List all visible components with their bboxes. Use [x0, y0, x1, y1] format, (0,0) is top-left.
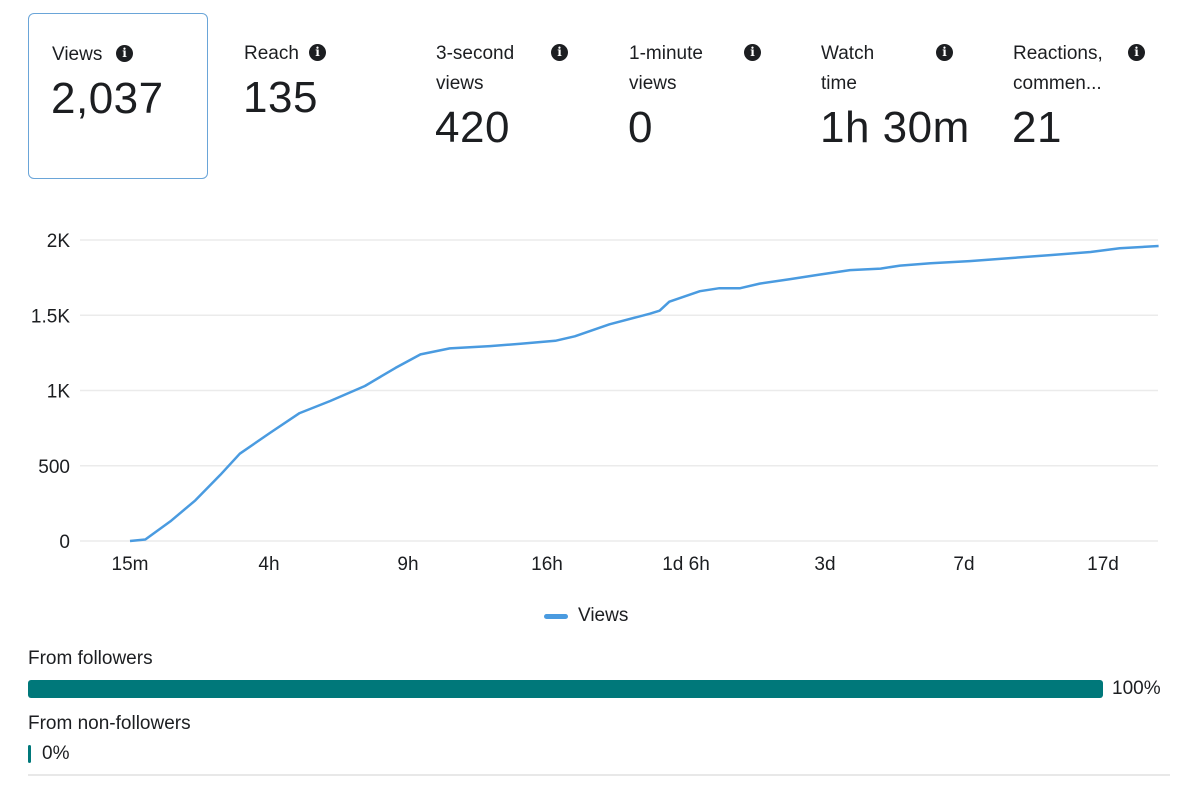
- info-icon[interactable]: i: [309, 44, 326, 61]
- metric-reactions[interactable]: Reactions, commen... i 21: [991, 13, 1171, 179]
- non-followers-percent: 0%: [42, 743, 70, 764]
- x-tick-label: 17d: [1087, 554, 1119, 575]
- metric-reach[interactable]: Reach i 135: [222, 13, 402, 179]
- x-tick-label: 15m: [112, 554, 149, 575]
- chart-legend[interactable]: Views: [544, 605, 628, 627]
- x-tick-label: 9h: [397, 554, 418, 575]
- series-line-views: [129, 244, 1159, 543]
- info-icon[interactable]: i: [551, 44, 568, 61]
- y-tick-label: 500: [38, 457, 70, 478]
- metric-1-minute-views[interactable]: 1-minute views i 0: [607, 13, 787, 179]
- metric-label: 1-minute views: [629, 43, 703, 94]
- non-followers-label: From non-followers: [28, 713, 191, 734]
- metric-value: 1h 30m: [820, 103, 970, 152]
- legend-swatch: [544, 613, 568, 619]
- metric-label: Watch time: [821, 43, 875, 94]
- followers-bar: [28, 680, 1103, 698]
- y-tick-label: 2K: [47, 231, 71, 252]
- y-tick-label: 0: [59, 532, 70, 553]
- info-icon[interactable]: i: [744, 44, 761, 61]
- metric-watch-time[interactable]: Watch time i 1h 30m: [799, 13, 979, 179]
- metric-label: 3-second views: [436, 43, 515, 94]
- metric-value: 21: [1012, 103, 1062, 152]
- followers-percent: 100%: [1112, 678, 1161, 699]
- info-icon[interactable]: i: [116, 45, 133, 62]
- followers-label: From followers: [28, 648, 153, 669]
- views-line-chart: 0 500 1K 1.5K 2K 15m 4h 9h 16h 1d 6h 3d 7d 17d: [31, 231, 1159, 575]
- non-followers-bar: [28, 745, 31, 763]
- x-tick-label: 7d: [953, 554, 974, 575]
- x-tick-label: 4h: [258, 554, 279, 575]
- metric-views[interactable]: Views i 2,037: [28, 13, 208, 179]
- legend-label: Views: [578, 605, 629, 626]
- y-tick-label: 1.5K: [31, 306, 70, 327]
- info-icon[interactable]: i: [1128, 44, 1145, 61]
- x-tick-label: 3d: [814, 554, 835, 575]
- info-icon[interactable]: i: [936, 44, 953, 61]
- y-tick-label: 1K: [47, 382, 71, 403]
- metric-label: Reactions, commen...: [1013, 43, 1103, 94]
- metric-label: Reach: [244, 43, 299, 64]
- metric-3-second-views[interactable]: 3-second views i 420: [414, 13, 594, 179]
- metric-value: 135: [243, 73, 318, 122]
- divider: [28, 774, 1170, 776]
- x-tick-label: 16h: [531, 554, 563, 575]
- x-tick-label: 1d 6h: [662, 554, 710, 575]
- metric-value: 420: [435, 103, 510, 152]
- metric-label: Views: [52, 44, 103, 65]
- metric-value: 2,037: [51, 74, 164, 123]
- metric-value: 0: [628, 103, 653, 152]
